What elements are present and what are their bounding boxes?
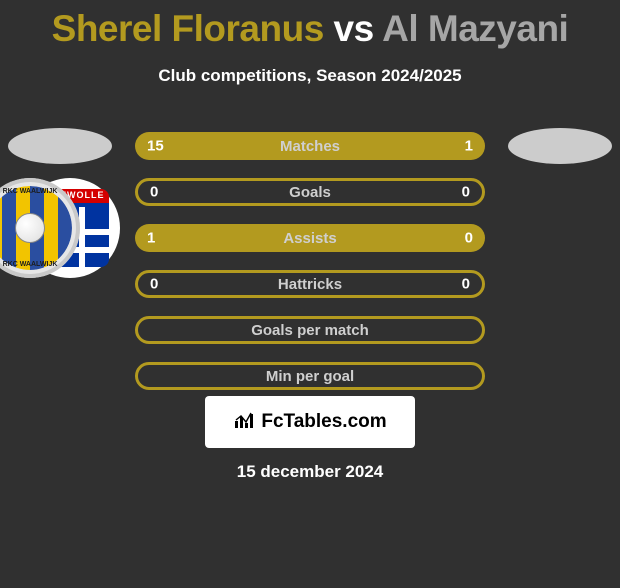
title-player-right: Al Mazyani bbox=[382, 8, 568, 49]
ball-icon bbox=[15, 213, 45, 243]
stat-row-goals: Goals 0 0 bbox=[135, 178, 485, 206]
stat-label: Assists bbox=[283, 230, 336, 247]
stat-row-min-per-goal: Min per goal bbox=[135, 362, 485, 390]
stat-label: Matches bbox=[280, 138, 340, 155]
stat-bars: Matches151Goals00Assists10Hattricks00Goa… bbox=[135, 132, 485, 408]
stat-value-right: 0 bbox=[465, 230, 473, 247]
stat-row-assists: Assists 1 0 bbox=[135, 224, 485, 252]
page-title: Sherel Floranus vs Al Mazyani bbox=[0, 8, 620, 50]
stat-row-matches: Matches 15 1 bbox=[135, 132, 485, 160]
stat-label: Hattricks bbox=[278, 276, 342, 293]
footer-date: 15 december 2024 bbox=[0, 462, 620, 482]
club-logo-right: RKC WAALWIJK RKC WAALWIJK bbox=[0, 178, 80, 278]
stat-value-left: 1 bbox=[147, 230, 155, 247]
stat-label: Min per goal bbox=[266, 368, 354, 385]
stat-value-left: 0 bbox=[150, 276, 158, 293]
stat-label: Goals per match bbox=[251, 322, 369, 339]
footer-brand-text: FcTables.com bbox=[261, 411, 386, 432]
rkc-text-top: RKC WAALWIJK bbox=[0, 188, 80, 195]
footer-brand: FcTables.com bbox=[205, 396, 415, 448]
title-vs: vs bbox=[324, 8, 382, 49]
chart-icon bbox=[233, 411, 257, 429]
stat-row-hattricks: Hattricks 0 0 bbox=[135, 270, 485, 298]
stat-value-right: 0 bbox=[462, 276, 470, 293]
stat-row-goals-per-match: Goals per match bbox=[135, 316, 485, 344]
stat-label: Goals bbox=[289, 184, 331, 201]
subtitle: Club competitions, Season 2024/2025 bbox=[0, 66, 620, 86]
player-avatar-right bbox=[508, 128, 612, 164]
stat-value-left: 0 bbox=[150, 184, 158, 201]
stat-value-left: 15 bbox=[147, 138, 164, 155]
rkc-text-bottom: RKC WAALWIJK bbox=[0, 261, 80, 268]
player-avatar-left bbox=[8, 128, 112, 164]
stat-value-right: 1 bbox=[465, 138, 473, 155]
fctables-logo: FcTables.com bbox=[233, 411, 386, 433]
comparison-panel: PEC ZWOLLE RKC WAALWIJK RKC WAALWIJK Mat… bbox=[0, 128, 620, 228]
title-player-left: Sherel Floranus bbox=[52, 8, 324, 49]
stat-value-right: 0 bbox=[462, 184, 470, 201]
